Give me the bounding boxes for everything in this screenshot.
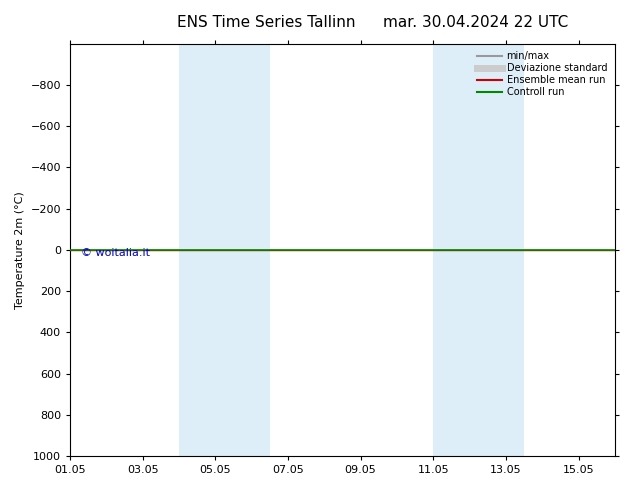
Bar: [179, 44, 270, 456]
Y-axis label: Temperature 2m (°C): Temperature 2m (°C): [15, 191, 25, 309]
Text: ENS Time Series Tallinn: ENS Time Series Tallinn: [177, 15, 356, 30]
Text: mar. 30.04.2024 22 UTC: mar. 30.04.2024 22 UTC: [383, 15, 568, 30]
Legend: min/max, Deviazione standard, Ensemble mean run, Controll run: min/max, Deviazione standard, Ensemble m…: [474, 49, 610, 100]
Text: © woitalia.it: © woitalia.it: [81, 248, 150, 258]
Bar: [433, 44, 524, 456]
